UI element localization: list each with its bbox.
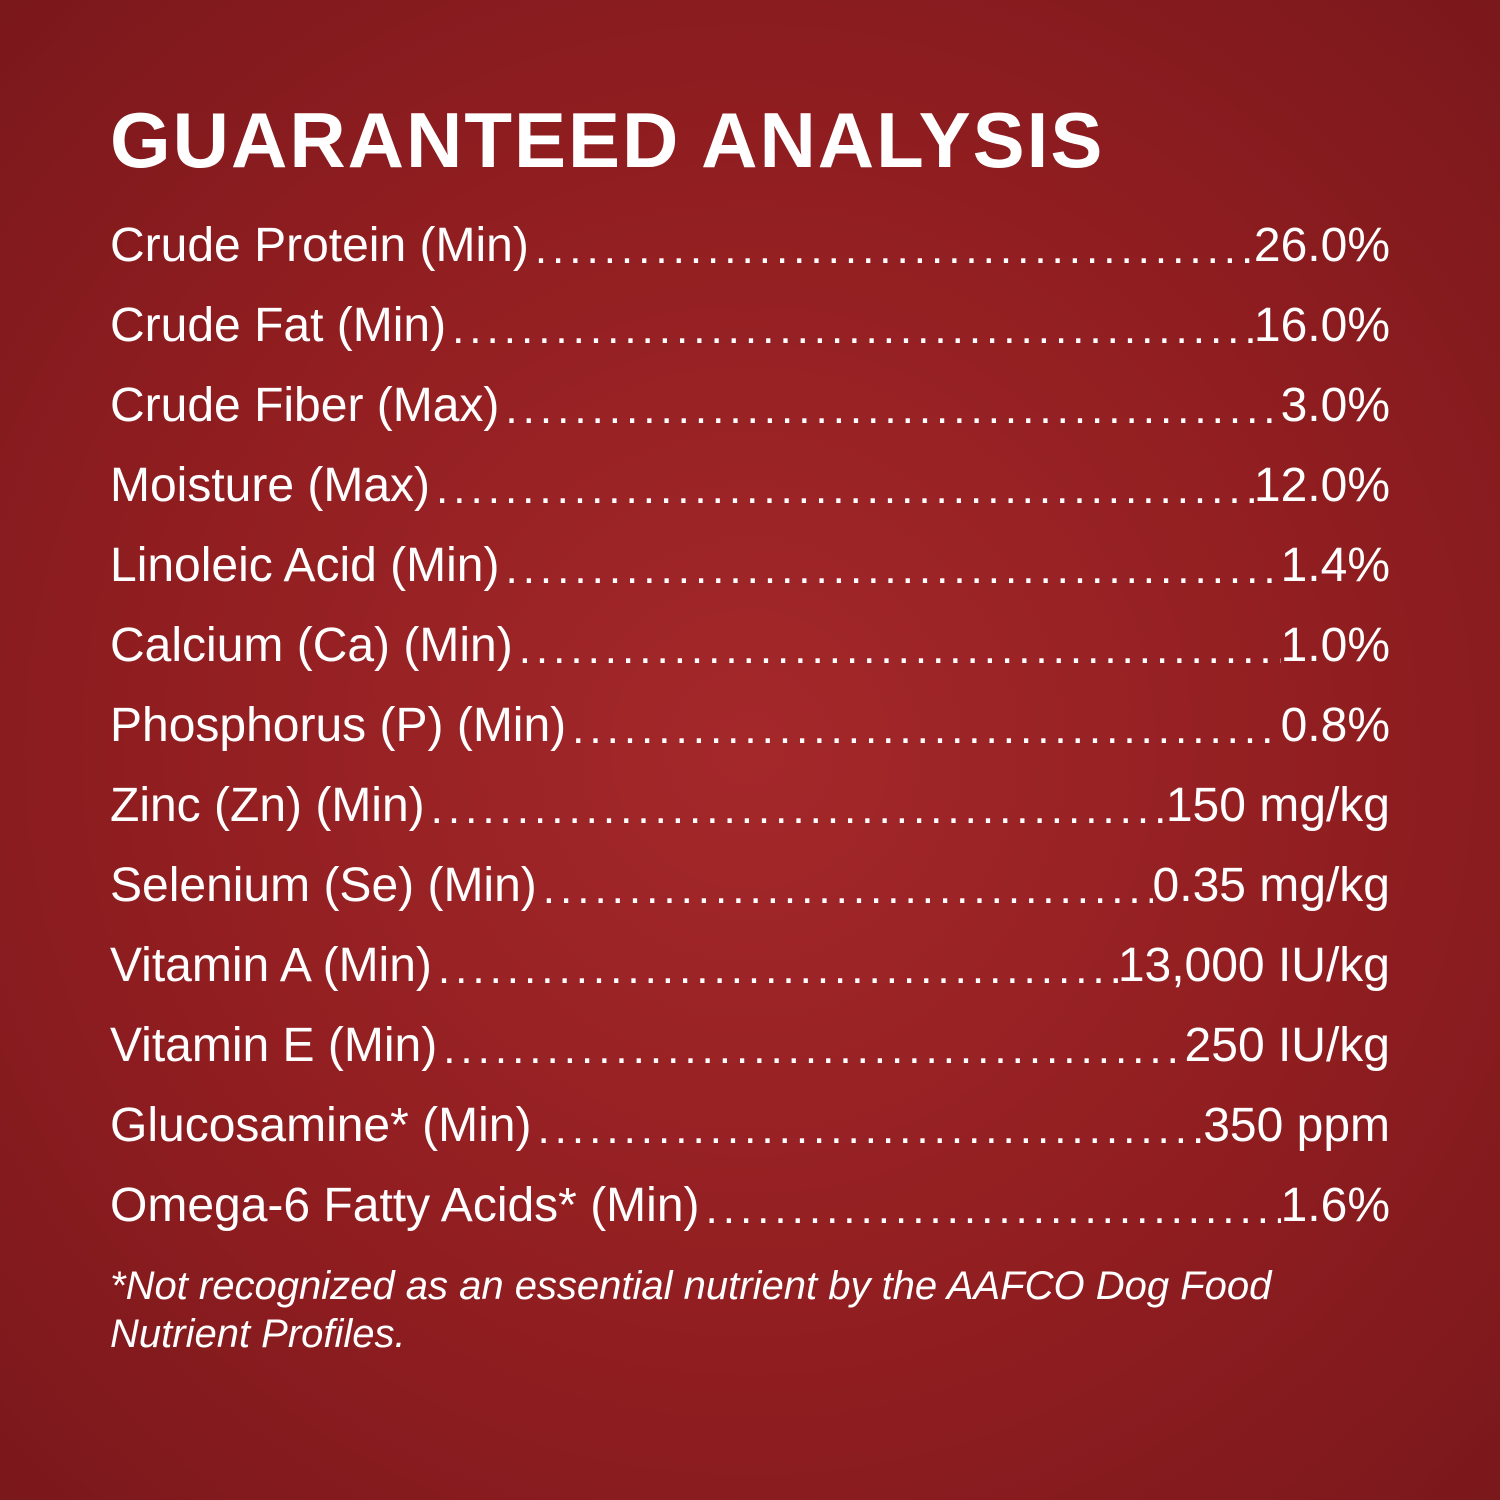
dot-leader: ........................................… bbox=[425, 787, 1166, 831]
analysis-row: Glucosamine* (Min)......................… bbox=[110, 1102, 1390, 1150]
dot-leader: ........................................… bbox=[446, 307, 1254, 351]
dot-leader: ........................................… bbox=[529, 227, 1254, 271]
nutrient-label: Crude Fat (Min) bbox=[110, 302, 446, 350]
dot-leader: ........................................… bbox=[430, 467, 1254, 511]
analysis-row: Zinc (Zn) (Min).........................… bbox=[110, 782, 1390, 830]
nutrient-value: 1.6% bbox=[1281, 1182, 1390, 1230]
analysis-row: Omega-6 Fatty Acids* (Min)..............… bbox=[110, 1182, 1390, 1230]
nutrient-label: Vitamin A (Min) bbox=[110, 942, 432, 990]
analysis-row: Phosphorus (P) (Min)....................… bbox=[110, 702, 1390, 750]
nutrient-value: 13,000 IU/kg bbox=[1118, 942, 1390, 990]
nutrient-label: Linoleic Acid (Min) bbox=[110, 542, 499, 590]
nutrient-label: Vitamin E (Min) bbox=[110, 1022, 437, 1070]
analysis-row: Crude Fiber (Max).......................… bbox=[110, 382, 1390, 430]
nutrient-value: 3.0% bbox=[1281, 382, 1390, 430]
dot-leader: ........................................… bbox=[499, 387, 1280, 431]
nutrient-label: Glucosamine* (Min) bbox=[110, 1102, 531, 1150]
analysis-row: Vitamin A (Min).........................… bbox=[110, 942, 1390, 990]
dot-leader: ........................................… bbox=[566, 707, 1280, 751]
analysis-row: Crude Fat (Min).........................… bbox=[110, 302, 1390, 350]
dot-leader: ........................................… bbox=[432, 947, 1118, 991]
dot-leader: ........................................… bbox=[499, 547, 1280, 591]
dot-leader: ........................................… bbox=[537, 867, 1153, 911]
footnote: *Not recognized as an essential nutrient… bbox=[110, 1262, 1390, 1358]
nutrient-value: 0.8% bbox=[1281, 702, 1390, 750]
analysis-row: Moisture (Max)..........................… bbox=[110, 462, 1390, 510]
nutrient-value: 1.0% bbox=[1281, 622, 1390, 670]
nutrient-label: Crude Fiber (Max) bbox=[110, 382, 499, 430]
dot-leader: ........................................… bbox=[513, 627, 1281, 671]
nutrient-value: 26.0% bbox=[1254, 222, 1390, 270]
analysis-row: Linoleic Acid (Min).....................… bbox=[110, 542, 1390, 590]
nutrient-label: Selenium (Se) (Min) bbox=[110, 862, 537, 910]
analysis-row: Crude Protein (Min).....................… bbox=[110, 222, 1390, 270]
nutrient-label: Crude Protein (Min) bbox=[110, 222, 529, 270]
nutrient-label: Omega-6 Fatty Acids* (Min) bbox=[110, 1182, 700, 1230]
nutrient-value: 350 ppm bbox=[1203, 1102, 1390, 1150]
nutrient-value: 16.0% bbox=[1254, 302, 1390, 350]
title: GUARANTEED ANALYSIS bbox=[110, 95, 1390, 186]
dot-leader: ........................................… bbox=[437, 1027, 1184, 1071]
nutrient-value: 250 IU/kg bbox=[1185, 1022, 1390, 1070]
nutrient-value: 1.4% bbox=[1281, 542, 1390, 590]
dot-leader: ........................................… bbox=[531, 1107, 1203, 1151]
analysis-list: Crude Protein (Min).....................… bbox=[110, 222, 1390, 1230]
nutrient-value: 150 mg/kg bbox=[1166, 782, 1390, 830]
analysis-row: Vitamin E (Min).........................… bbox=[110, 1022, 1390, 1070]
nutrient-label: Phosphorus (P) (Min) bbox=[110, 702, 566, 750]
nutrient-label: Calcium (Ca) (Min) bbox=[110, 622, 513, 670]
nutrient-label: Moisture (Max) bbox=[110, 462, 430, 510]
nutrient-value: 0.35 mg/kg bbox=[1153, 862, 1390, 910]
nutrient-value: 12.0% bbox=[1254, 462, 1390, 510]
nutrient-label: Zinc (Zn) (Min) bbox=[110, 782, 425, 830]
dot-leader: ........................................… bbox=[700, 1187, 1281, 1231]
analysis-row: Calcium (Ca) (Min)......................… bbox=[110, 622, 1390, 670]
analysis-row: Selenium (Se) (Min).....................… bbox=[110, 862, 1390, 910]
